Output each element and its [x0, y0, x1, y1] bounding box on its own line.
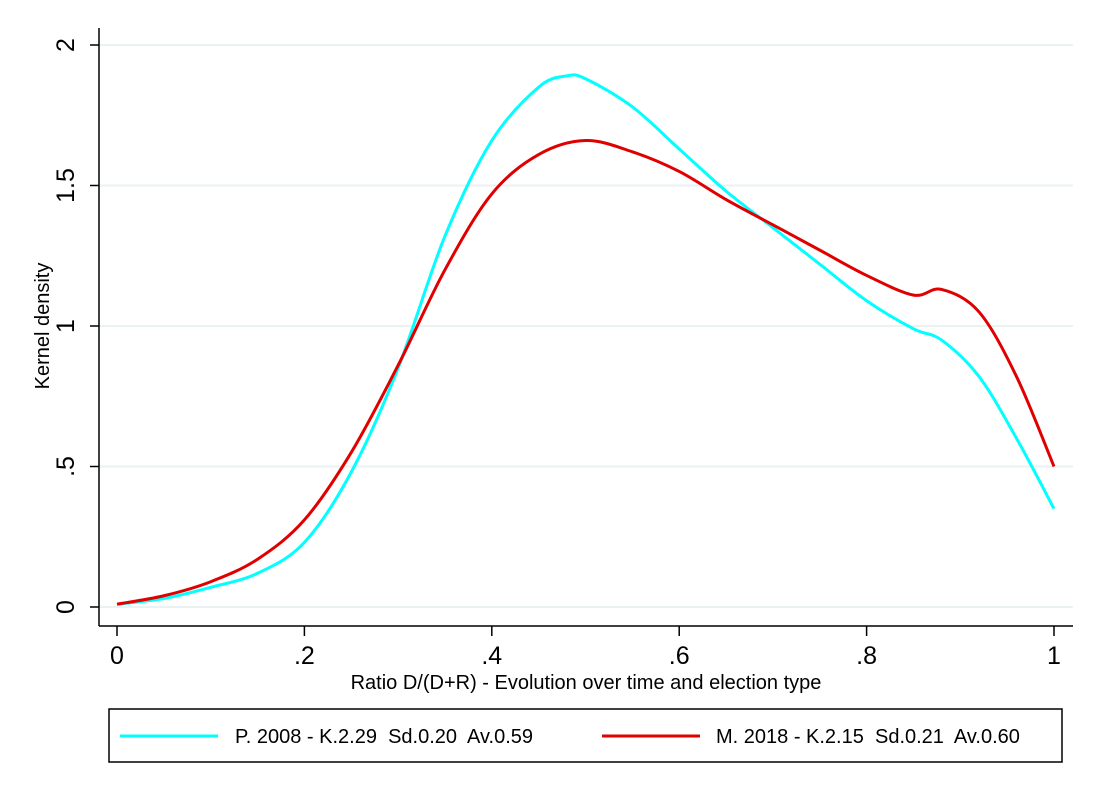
x-tick-label-4: .8 [856, 642, 877, 670]
legend-label-m2018: M. 2018 - K.2.15 Sd.0.21 Av.0.60 [716, 726, 1020, 748]
x-axis-title: Ratio D/(D+R) - Evolution over time and … [351, 672, 822, 694]
legend-label-p2008: P. 2008 - K.2.29 Sd.0.20 Av.0.59 [235, 726, 533, 748]
y-tick-label-0: 0 [52, 600, 80, 614]
x-tick-label-0: 0 [110, 642, 124, 670]
y-tick-label-1: .5 [52, 456, 80, 477]
series-lines [116, 73, 1056, 606]
legend: P. 2008 - K.2.29 Sd.0.20 Av.0.59 M. 2018… [108, 708, 1063, 763]
x-ticks: 0 .2 .4 .6 .8 1 [110, 626, 1061, 670]
x-tick-label-1: .2 [294, 642, 315, 670]
series-line-p2008 [116, 73, 1056, 606]
y-tick-label-2: 1 [52, 319, 80, 333]
axes [98, 28, 1073, 627]
y-axis-title: Kernel density [32, 263, 54, 390]
y-tick-label-3: 1.5 [52, 168, 80, 203]
x-tick-label-5: 1 [1047, 642, 1061, 670]
x-tick-label-3: .6 [669, 642, 690, 670]
x-tick-label-2: .4 [481, 642, 502, 670]
legend-box [108, 708, 1063, 763]
y-ticks: 0 .5 1 1.5 2 [52, 38, 99, 614]
y-tick-label-4: 2 [52, 38, 80, 52]
series-line-m2018 [116, 139, 1056, 606]
